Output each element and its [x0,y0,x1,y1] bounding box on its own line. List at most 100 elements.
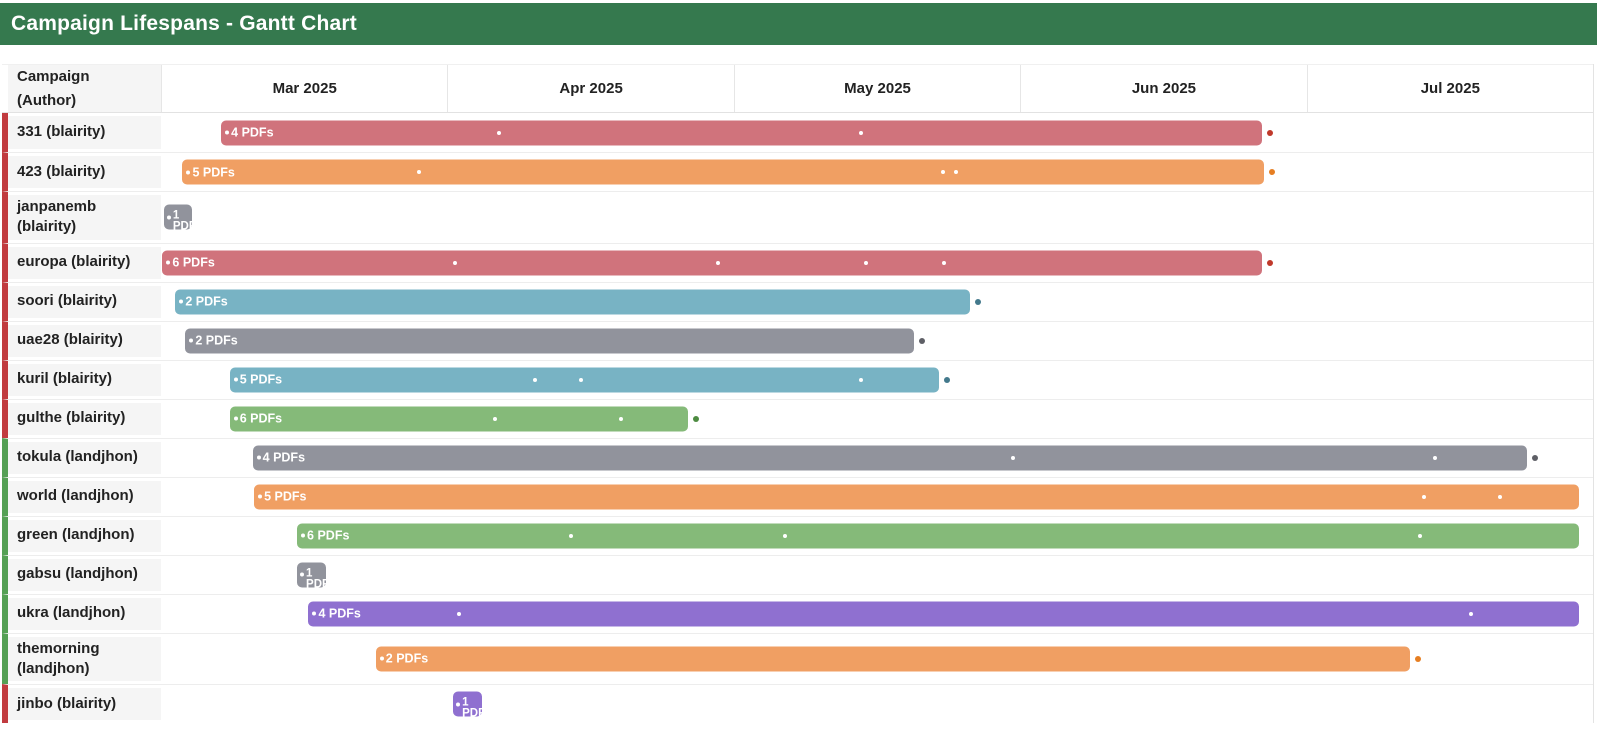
row-timeline: 4 PDFs [161,439,1593,477]
campaign-label: world (landjhon) [17,487,134,505]
campaign-label-cell: themorning (landjhon) [8,633,161,684]
pdf-marker-icon [783,533,788,538]
gantt-row-331: 331 (blairity) 4 PDFs [2,113,1593,152]
campaign-label-cell: green (landjhon) [8,516,161,555]
campaign-label: jinbo (blairity) [17,694,117,712]
row-timeline: 6 PDFs [161,400,1593,438]
row-timeline: 1 PDF [161,192,1593,243]
campaign-label: europa (blairity) [17,253,131,271]
month-header-jul-2025: Jul 2025 [1306,65,1593,112]
row-timeline: 5 PDFs [161,153,1593,191]
bar-label: 6 PDFs [307,528,350,543]
gantt-row-423: 423 (blairity) 5 PDFs [2,152,1593,191]
pdf-start-marker-icon [256,455,261,460]
gantt-row-gabsu: gabsu (landjhon) 1 PDF [2,554,1593,594]
gantt-row-kuril: kuril (blairity) 5 PDFs [2,359,1593,399]
end-dot-icon [1268,169,1275,175]
bar-label: 2 PDFs [195,333,238,348]
gantt-row-world: world (landjhon) 5 PDFs [2,476,1593,516]
campaign-bar[interactable]: 5 PDFs [254,484,1579,509]
pdf-marker-icon [1422,494,1427,499]
campaign-bar[interactable]: 2 PDFs [175,289,971,314]
pdf-marker-icon [953,170,958,174]
gantt-row-soori: soori (blairity) 2 PDFs [2,281,1593,321]
pdf-marker-icon [492,416,497,421]
end-dot-icon [1267,129,1274,136]
campaign-bar[interactable]: 6 PDFs [229,406,688,431]
row-timeline: 2 PDFs [161,322,1593,360]
pdf-start-marker-icon [258,494,263,499]
campaign-label: gulthe (blairity) [17,409,126,427]
campaign-label-cell: soori (blairity) [8,282,161,321]
campaign-label-cell: janpanemb (blairity) [8,192,161,243]
campaign-bar[interactable]: 2 PDFs [185,328,915,353]
pdf-start-marker-icon [233,416,238,421]
gantt-chart: Campaign (Author) Mar 2025 Apr 2025 May … [2,64,1594,723]
row-timeline: 5 PDFs [161,478,1593,516]
pdf-marker-icon [1585,533,1590,538]
campaign-bar[interactable]: 1 PDF [163,204,196,233]
pdf-marker-icon [940,170,945,174]
month-header-apr-2025: Apr 2025 [447,65,733,112]
gantt-header-row: Campaign (Author) Mar 2025 Apr 2025 May … [2,64,1593,113]
campaign-bar[interactable]: 5 PDFs [182,159,1264,185]
pdf-start-marker-icon [166,260,171,265]
campaign-bar[interactable]: 4 PDFs [221,120,1263,145]
campaign-bar[interactable]: 4 PDFs [252,445,1528,470]
bar-label: 1 PDF [462,696,486,720]
gantt-row-themorning: themorning (landjhon) 2 PDFs [2,632,1593,684]
pdf-marker-icon [452,260,457,265]
bar-label: 2 PDFs [185,294,228,309]
pdf-marker-icon [859,377,864,382]
bar-label: 2 PDFs [385,651,429,666]
bar-label: 5 PDFs [192,165,235,179]
row-timeline: 4 PDFs [161,595,1593,633]
gantt-body: 331 (blairity) 4 PDFs 423 (blairity) 5 P… [2,113,1593,723]
pdf-start-marker-icon [186,170,191,174]
campaign-bar[interactable]: 6 PDFs [162,250,1263,275]
pdf-marker-icon [942,260,947,265]
pdf-start-marker-icon [166,215,171,220]
campaign-label-cell: europa (blairity) [8,243,161,282]
campaign-label: uae28 (blairity) [17,331,123,349]
campaign-label: 423 (blairity) [17,162,106,180]
row-timeline: 6 PDFs [161,517,1593,555]
campaign-bar[interactable]: 1 PDF [297,562,329,590]
pdf-marker-icon [618,416,623,421]
end-dot-icon [1267,259,1274,266]
campaign-bar[interactable]: 5 PDFs [229,367,939,392]
gantt-row-europa: europa (blairity) 6 PDFs [2,242,1593,282]
campaign-label-cell: gulthe (blairity) [8,399,161,438]
bar-label: 6 PDFs [239,411,283,426]
pdf-start-marker-icon [233,377,238,382]
pdf-marker-icon [1433,455,1438,460]
bar-label: 5 PDFs [239,372,283,387]
bar-label: 4 PDFs [231,125,274,140]
pdf-start-marker-icon [456,702,461,706]
page-title: Campaign Lifespans - Gantt Chart [11,12,357,35]
pdf-marker-icon [1469,611,1474,616]
campaign-bar[interactable]: 2 PDFs [375,646,1410,672]
pdf-marker-icon [863,260,868,265]
month-header-jun-2025: Jun 2025 [1020,65,1306,112]
campaign-bar[interactable]: 6 PDFs [297,523,1579,548]
pdf-marker-icon [568,533,573,538]
row-timeline: 1 PDF [161,556,1593,594]
pdf-marker-icon [578,377,583,382]
pdf-start-marker-icon [300,572,305,577]
end-dot-icon [1532,454,1539,461]
campaign-bar[interactable]: 1 PDF [453,691,486,720]
pdf-marker-icon [532,377,537,382]
campaign-bar[interactable]: 4 PDFs [308,601,1579,626]
campaign-label: ukra (landjhon) [17,604,126,622]
pdf-marker-icon [456,611,461,616]
campaign-label-cell: jinbo (blairity) [8,685,161,723]
pdf-start-marker-icon [312,611,317,616]
pdf-start-marker-icon [189,338,194,343]
campaign-label: green (landjhon) [17,526,135,544]
pdf-marker-icon [1011,455,1016,460]
end-dot-icon [692,415,699,422]
bar-label: 1 PDF [172,209,196,233]
campaign-label: gabsu (landjhon) [17,565,138,583]
row-timeline: 2 PDFs [161,283,1593,321]
